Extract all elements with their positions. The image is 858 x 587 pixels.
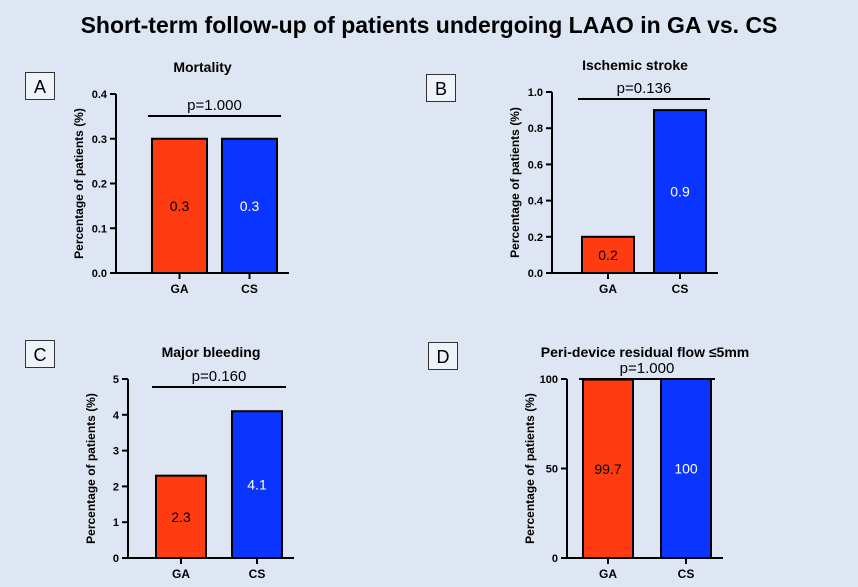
p-value-d: p=1.000 bbox=[620, 360, 675, 377]
y-tick-label-c: 2 bbox=[113, 481, 119, 493]
x-tick-label-cs-a: CS bbox=[241, 282, 258, 296]
x-tick-label-cs-d: CS bbox=[678, 567, 695, 581]
panel-label-d: D bbox=[428, 342, 458, 370]
y-tick-label-b: 0.2 bbox=[528, 232, 543, 244]
y-tick-label-a: 0.4 bbox=[92, 89, 108, 101]
data-label-ga-a: 0.3 bbox=[170, 198, 190, 214]
y-tick-label-c: 0 bbox=[113, 553, 119, 565]
x-tick-label-ga-b: GA bbox=[599, 282, 617, 296]
bar-cs-c bbox=[231, 410, 283, 559]
data-label-cs-c: 4.1 bbox=[247, 477, 267, 493]
x-tick-label-ga-d: GA bbox=[599, 567, 617, 581]
data-label-ga-c: 2.3 bbox=[171, 509, 191, 525]
chart-title-c: Major bleeding bbox=[162, 344, 261, 360]
y-axis-label-d: Percentage of patients (%) bbox=[523, 393, 537, 544]
y-tick-label-c: 1 bbox=[113, 517, 119, 529]
panel-label-c: C bbox=[25, 340, 55, 368]
x-tick-label-ga-c: GA bbox=[172, 567, 190, 581]
y-tick-label-a: 0.3 bbox=[92, 134, 107, 146]
y-tick-label-d: 0 bbox=[552, 553, 558, 565]
y-tick-label-b: 0.0 bbox=[528, 268, 543, 280]
y-tick-label-c: 3 bbox=[113, 446, 119, 458]
y-tick-label-c: 5 bbox=[113, 374, 119, 386]
bar-ga-c bbox=[155, 474, 207, 559]
x-tick-label-cs-b: CS bbox=[672, 282, 689, 296]
data-label-cs-b: 0.9 bbox=[670, 184, 690, 200]
chart-title-a: Mortality bbox=[173, 59, 232, 75]
p-value-c: p=0.160 bbox=[192, 368, 247, 385]
y-tick-label-b: 0.4 bbox=[528, 196, 544, 208]
y-axis-label-c: Percentage of patients (%) bbox=[84, 393, 98, 544]
x-tick-label-cs-c: CS bbox=[249, 567, 266, 581]
data-label-ga-d: 99.7 bbox=[594, 461, 621, 477]
y-tick-label-b: 1.0 bbox=[528, 87, 543, 99]
bar-cs-b bbox=[653, 109, 707, 274]
y-tick-label-d: 100 bbox=[540, 374, 558, 386]
y-axis-label-b: Percentage of patients (%) bbox=[508, 107, 522, 258]
chart-title-b: Ischemic stroke bbox=[582, 57, 688, 73]
figure-title: Short-term follow-up of patients undergo… bbox=[80, 12, 778, 38]
y-tick-label-c: 4 bbox=[113, 410, 120, 422]
y-axis-label-a: Percentage of patients (%) bbox=[72, 108, 86, 259]
y-tick-label-b: 0.8 bbox=[528, 123, 543, 135]
y-tick-label-a: 0.1 bbox=[92, 223, 107, 235]
p-value-a: p=1.000 bbox=[187, 97, 242, 114]
bar-ga-b bbox=[581, 235, 635, 275]
x-tick-label-ga-a: GA bbox=[171, 282, 189, 296]
bar-ga-a bbox=[151, 137, 208, 274]
chart-title-d: Peri-device residual flow ≤5mm bbox=[541, 344, 749, 360]
bar-cs-a bbox=[221, 137, 278, 274]
panel-label-b: B bbox=[426, 74, 456, 102]
data-label-cs-d: 100 bbox=[674, 461, 698, 477]
p-value-b: p=0.136 bbox=[617, 80, 672, 97]
data-label-ga-b: 0.2 bbox=[598, 247, 618, 263]
y-tick-label-d: 50 bbox=[546, 464, 558, 476]
data-label-cs-a: 0.3 bbox=[240, 198, 260, 214]
panel-label-a: A bbox=[25, 72, 55, 100]
y-tick-label-b: 0.6 bbox=[528, 159, 543, 171]
y-tick-label-a: 0.2 bbox=[92, 179, 107, 191]
y-tick-label-a: 0.0 bbox=[92, 268, 107, 280]
